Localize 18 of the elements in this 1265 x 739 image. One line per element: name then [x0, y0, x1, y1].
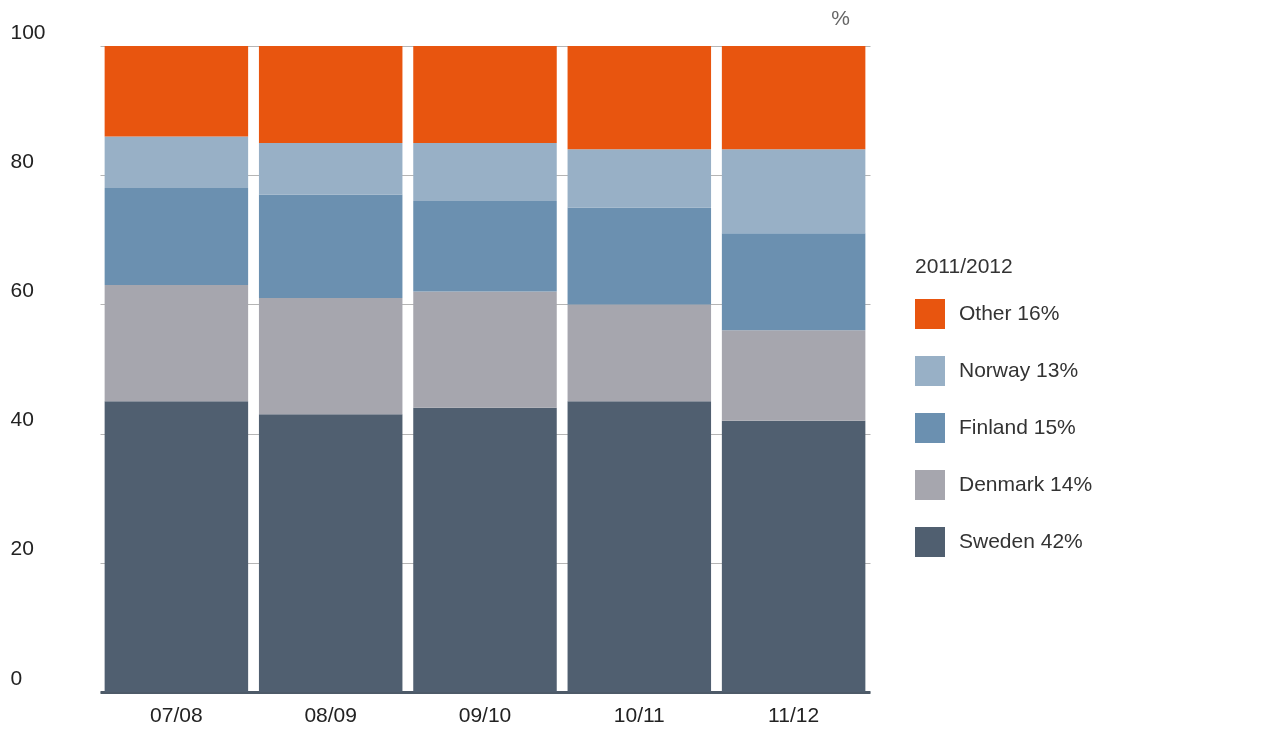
legend-title: 2011/2012 [915, 254, 1013, 277]
y-axis-title: % [831, 5, 850, 29]
y-tick-label: 40 [10, 407, 34, 431]
legend-label: Finland 15% [959, 415, 1076, 438]
x-tick-label: 09/10 [458, 702, 512, 726]
y-tick-label: 20 [10, 536, 34, 560]
x-tick-label: 07/08 [150, 702, 203, 726]
legend-label: Denmark 14% [959, 472, 1093, 495]
y-tick-label: 60 [10, 277, 34, 301]
legend-label: Other 16% [959, 301, 1060, 324]
x-tick-label: 08/09 [304, 702, 357, 726]
x-tick-label: 11/12 [768, 702, 820, 726]
y-tick-label: 100 [10, 19, 46, 43]
y-tick-label: 80 [10, 148, 34, 172]
legend-label: Sweden 42% [959, 529, 1083, 552]
legend-label: Norway 13% [959, 358, 1079, 381]
x-tick-label: 10/11 [613, 702, 665, 726]
y-tick-label: 0 [10, 665, 23, 689]
